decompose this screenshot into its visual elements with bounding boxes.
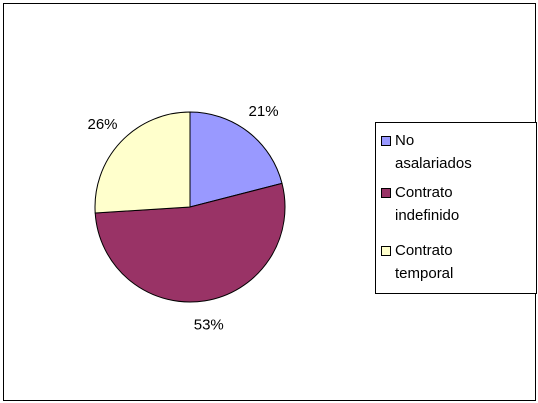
legend-label: Contrato indefinido (395, 184, 460, 224)
legend-swatch (381, 246, 391, 256)
data-label: 26% (88, 116, 118, 133)
legend-label: No asalariados (395, 132, 472, 172)
legend-label: Contrato temporal (395, 242, 454, 282)
legend-box (375, 122, 537, 294)
data-label: 21% (249, 103, 279, 120)
legend-swatch (381, 136, 391, 146)
pie-slice (189, 111, 283, 208)
data-label: 53% (194, 316, 224, 333)
pie-slice (94, 182, 286, 303)
pie-slice (94, 111, 191, 214)
legend-swatch (381, 188, 391, 198)
